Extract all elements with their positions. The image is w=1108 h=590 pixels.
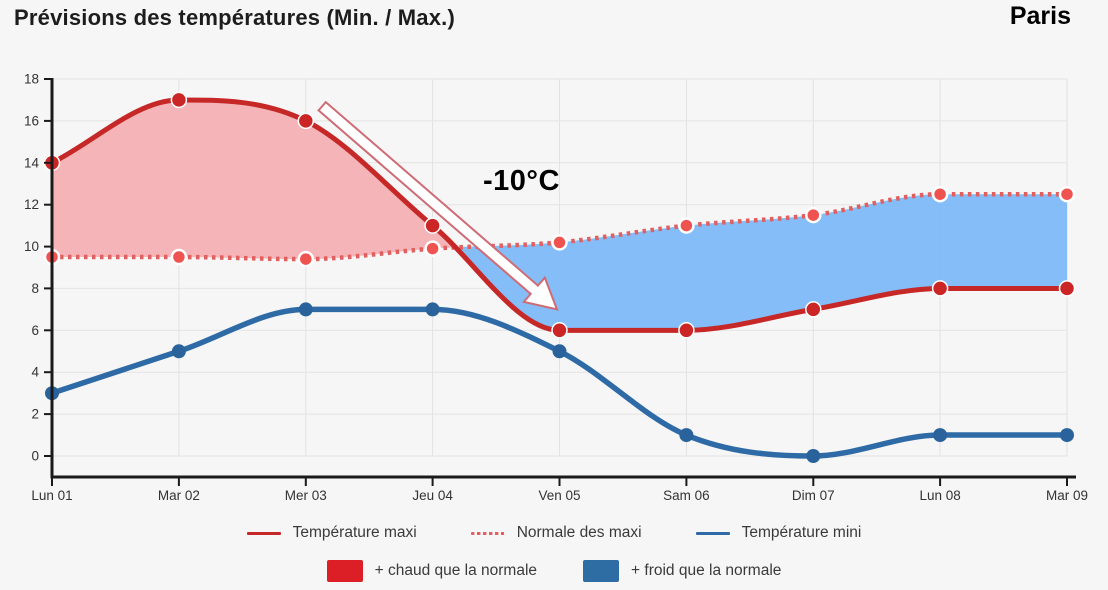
y-tick-label: 12 [24, 197, 39, 212]
x-tick-label: Dim 07 [792, 488, 835, 503]
normale-maxi-marker [424, 240, 441, 257]
temp-maxi-marker [424, 217, 441, 234]
normale-maxi-marker [170, 248, 188, 266]
city-label: Paris [1009, 2, 1071, 30]
warmer-than-normal-area [52, 99, 456, 260]
x-tick-label: Mer 03 [285, 488, 327, 503]
legend-label-colder-area: + froid que la normale [631, 562, 782, 579]
legend-lines: Température maxi Normale des maxi Tempér… [0, 524, 1108, 542]
temp-maxi-marker [170, 91, 188, 109]
y-tick-label: 16 [24, 113, 39, 128]
x-tick-label: Jeu 04 [412, 488, 453, 503]
temp-maxi-marker [297, 112, 315, 130]
y-tick-label: 10 [24, 239, 39, 254]
temp-mini-marker [425, 302, 440, 317]
temperature-drop-annotation: -10°C [483, 165, 560, 197]
normale-maxi-marker [805, 206, 822, 224]
x-tick-label: Mar 02 [158, 488, 200, 503]
legend-areas: + chaud que la normale + froid que la no… [0, 560, 1108, 582]
x-tick-label: Sam 06 [663, 488, 710, 503]
temp-maxi-marker [551, 322, 568, 339]
legend-label-warmer-area: + chaud que la normale [374, 562, 538, 579]
y-tick-label: 2 [31, 407, 39, 422]
trend-arrow [317, 100, 559, 311]
temp-maxi-marker [678, 322, 695, 339]
legend-label-temp-mini: Température mini [741, 524, 862, 541]
colder-area-swatch [583, 560, 620, 582]
y-tick-label: 0 [31, 449, 39, 464]
page-title: Prévisions des températures (Min. / Max.… [14, 5, 456, 30]
normale-maxi-marker [678, 217, 695, 234]
y-tick-label: 8 [31, 281, 39, 296]
x-tick-label: Lun 08 [919, 488, 960, 503]
temp-mini-marker [171, 344, 186, 359]
temperature-chart: 0 2 4 6 8 10 12 14 16 18 Lun 01 Mar 02 Mer 03 Jeu 04 V… [24, 72, 1088, 504]
temp-maxi-marker [931, 280, 949, 297]
temp-mini-marker [933, 428, 948, 443]
legend-item-temp-mini: Température mini [695, 524, 862, 542]
warmer-area-swatch [326, 560, 363, 582]
legend-label-normale-maxi: Normale des maxi [516, 524, 642, 541]
temp-mini-marker [679, 428, 694, 443]
y-tick-label: 18 [24, 72, 39, 87]
x-tick-label: Lun 01 [31, 488, 72, 503]
temp-mini-marker [806, 449, 821, 463]
normale-maxi-marker [551, 234, 568, 251]
temp-maxi-line [49, 97, 1070, 333]
legend-item-temp-maxi: Température maxi [246, 524, 417, 542]
normale-maxi-marker [931, 185, 949, 203]
normale-maxi-dotted-swatch [470, 531, 505, 535]
normale-maxi-marker [297, 250, 315, 268]
legend-item-normale-maxi: Normale des maxi [470, 524, 642, 542]
legend-item-warmer-area: + chaud que la normale [326, 560, 538, 582]
temp-mini-marker [298, 302, 313, 317]
legend-item-colder-area: + froid que la normale [583, 560, 781, 582]
colder-than-normal-area [455, 194, 1068, 331]
y-tick-label: 4 [31, 365, 39, 380]
x-tick-label: Ven 05 [538, 488, 580, 503]
temp-mini-marker [552, 344, 567, 359]
temp-maxi-marker [1058, 280, 1076, 297]
temp-maxi-marker [805, 301, 822, 318]
legend-label-temp-maxi: Température maxi [292, 524, 417, 541]
x-tick-label: Mar 09 [1046, 488, 1088, 503]
normale-maxi-marker [1058, 185, 1076, 203]
y-tick-label: 14 [24, 155, 40, 170]
y-tick-label: 6 [31, 323, 39, 338]
temp-mini-marker [1060, 428, 1074, 443]
temp-mini-line-swatch [695, 531, 730, 535]
temp-maxi-line-swatch [246, 531, 281, 535]
